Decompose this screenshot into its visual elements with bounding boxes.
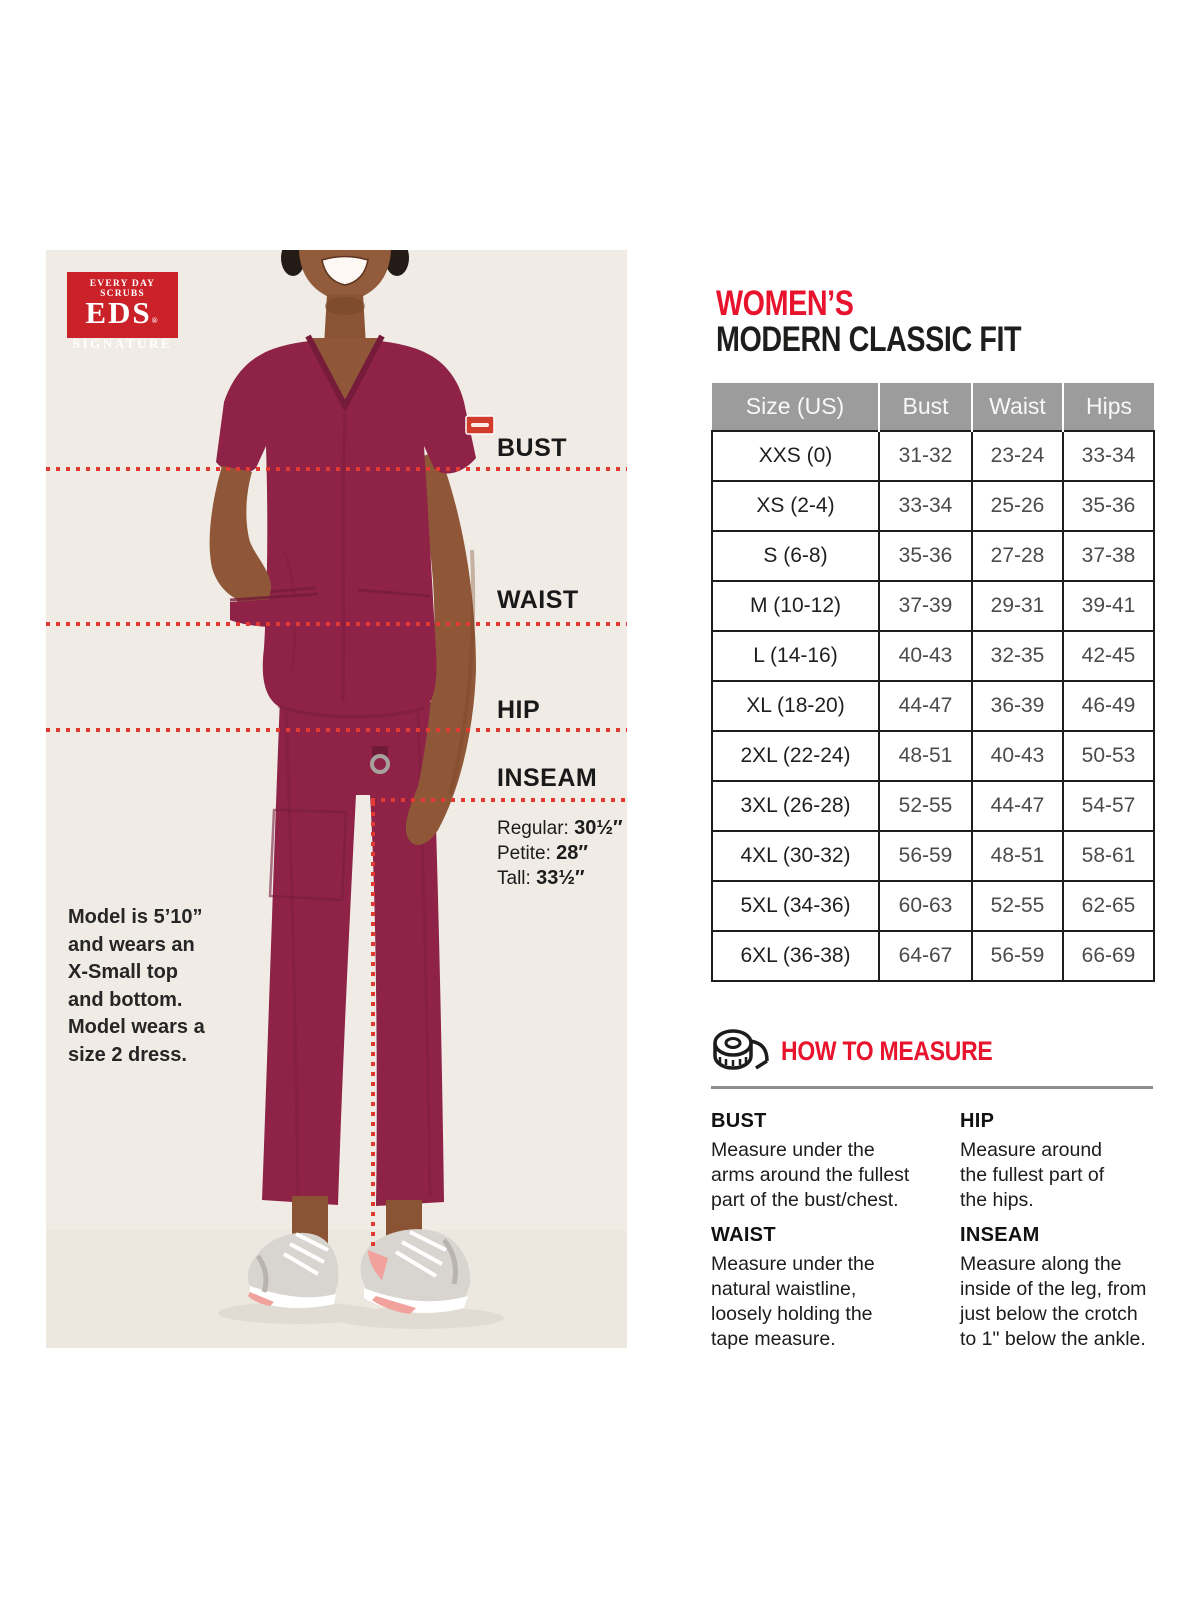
hip-label: HIP xyxy=(497,696,541,724)
size-row: 4XL (30-32) 56-59 48-51 58-61 xyxy=(711,830,1155,882)
measure-heading-hip: HIP xyxy=(960,1110,995,1132)
size-row: 5XL (34-36) 60-63 52-55 62-65 xyxy=(711,880,1155,932)
arm-right xyxy=(405,450,476,845)
col-header-size: Size (US) xyxy=(712,383,879,431)
size-row: 2XL (22-24) 48-51 40-43 50-53 xyxy=(711,730,1155,782)
arm-left xyxy=(209,466,272,605)
measure-body-waist: Measure under the natural waistline, loo… xyxy=(711,1253,875,1350)
dickies-sleeve-patch xyxy=(465,415,495,435)
section-divider xyxy=(711,1086,1153,1089)
size-row: L (14-16) 40-43 32-35 42-45 xyxy=(711,630,1155,682)
tape-measure-icon xyxy=(713,1029,769,1070)
size-table-header-row: Size (US) Bust Waist Hips xyxy=(712,383,1154,431)
measure-section-bust: BUST Measure under the arms around the f… xyxy=(711,1110,963,1213)
size-row: 3XL (26-28) 52-55 44-47 54-57 xyxy=(711,780,1155,832)
measure-heading-inseam: INSEAM xyxy=(960,1224,1040,1246)
size-row: M (10-12) 37-39 29-31 39-41 xyxy=(711,580,1155,632)
inseam-option-petite: Petite: 28″ xyxy=(497,842,588,864)
sneaker-right xyxy=(360,1229,471,1314)
title-line-fit: MODERN CLASSIC FIT xyxy=(716,320,1022,359)
col-header-hips: Hips xyxy=(1062,383,1154,431)
measure-body-hip: Measure around the fullest part of the h… xyxy=(960,1139,1105,1211)
model-size-note: Model is 5’10” and wears an X-Small top … xyxy=(68,906,205,1066)
measure-body-inseam: Measure along the inside of the leg, fro… xyxy=(960,1253,1147,1350)
waist-label: WAIST xyxy=(497,586,579,614)
how-to-measure-title: HOW TO MEASURE xyxy=(781,1036,993,1066)
inseam-label: INSEAM xyxy=(497,764,598,792)
title-line-womens: WOMEN’S xyxy=(716,284,854,323)
inseam-measure-line xyxy=(371,798,627,802)
size-row: XL (18-20) 44-47 36-39 46-49 xyxy=(711,680,1155,732)
page-title: WOMEN’S MODERN CLASSIC FIT xyxy=(716,286,1088,358)
measure-section-hip: HIP Measure around the fullest part of t… xyxy=(960,1110,1165,1213)
smile xyxy=(321,255,369,286)
bust-measure-line xyxy=(46,467,627,471)
scrub-pants xyxy=(262,698,444,1206)
size-row: 6XL (36-38) 64-67 56-59 66-69 xyxy=(711,930,1155,982)
inseam-option-tall: Tall: 33½″ xyxy=(497,867,585,889)
logo-main-line: EDS® xyxy=(85,295,160,330)
model-photo: EVERY DAY SCRUBS EDS® SIGNATURE BUST WAI… xyxy=(46,250,627,1348)
eds-signature-logo: EVERY DAY SCRUBS EDS® SIGNATURE xyxy=(67,272,178,351)
measure-section-inseam: INSEAM Measure along the inside of the l… xyxy=(960,1224,1175,1352)
measure-body-bust: Measure under the arms around the fulles… xyxy=(711,1139,910,1211)
registered-mark: ® xyxy=(151,316,160,325)
size-row: S (6-8) 35-36 27-28 37-38 xyxy=(711,530,1155,582)
col-header-waist: Waist xyxy=(971,383,1063,431)
measure-section-waist: WAIST Measure under the natural waistlin… xyxy=(711,1224,963,1352)
logo-bottom-line: SIGNATURE xyxy=(72,336,173,351)
size-row: XXS (0) 31-32 23-24 33-34 xyxy=(711,430,1155,482)
inseam-vertical-line xyxy=(371,802,375,1250)
col-header-bust: Bust xyxy=(878,383,972,431)
inseam-option-regular: Regular: 30½″ xyxy=(497,817,623,839)
sneaker-left xyxy=(247,1232,339,1309)
size-chart-table: Size (US) Bust Waist Hips XXS (0) 31-32 23… xyxy=(711,383,1155,982)
size-row: XS (2-4) 33-34 25-26 35-36 xyxy=(711,480,1155,532)
measure-heading-bust: BUST xyxy=(711,1110,767,1132)
bust-label: BUST xyxy=(497,434,568,462)
d-ring xyxy=(370,754,390,774)
inseam-length-options: Regular: 30½″ Petite: 28″ Tall: 33½″ xyxy=(497,816,623,891)
hair xyxy=(281,250,305,276)
waist-measure-line xyxy=(46,622,627,626)
measure-heading-waist: WAIST xyxy=(711,1224,776,1246)
logo-top-line: EVERY DAY SCRUBS xyxy=(89,279,156,299)
hip-measure-line xyxy=(46,728,627,732)
